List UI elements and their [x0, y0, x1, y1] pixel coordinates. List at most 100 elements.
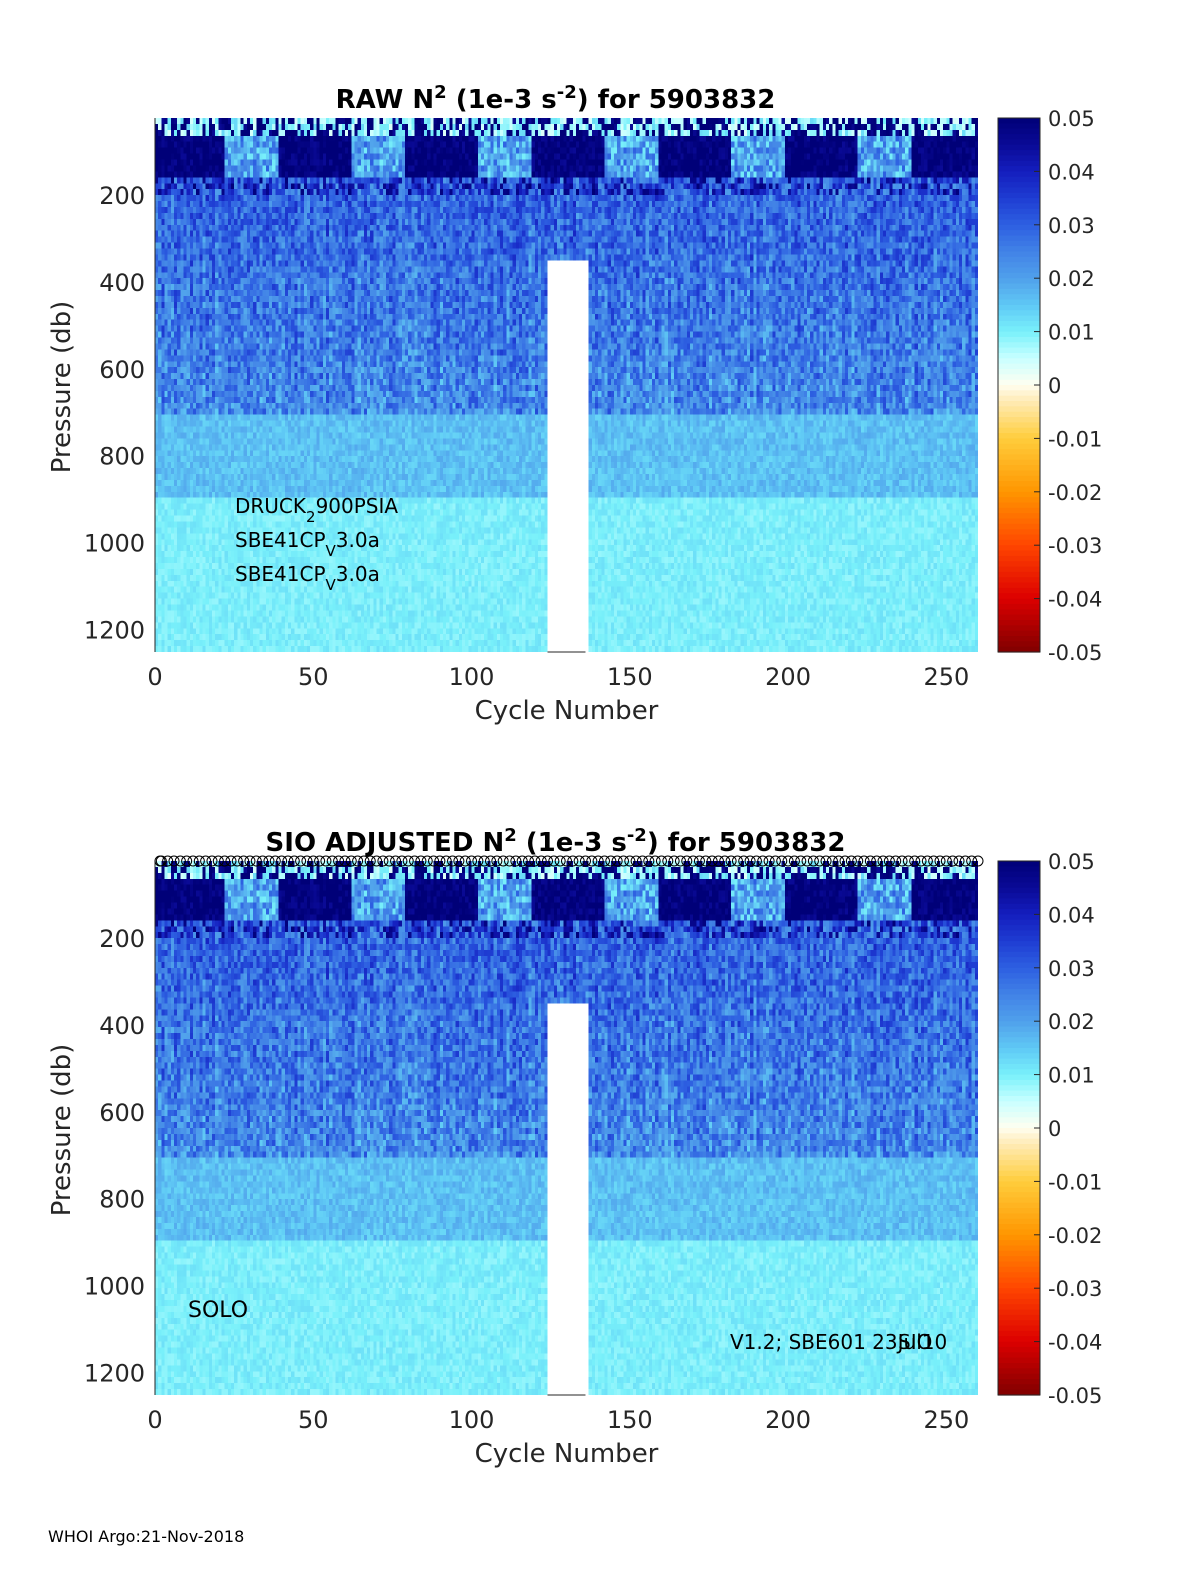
- colorbar-segment: [998, 614, 1040, 621]
- cycle-marker: [668, 855, 680, 867]
- y-tick-label: 400: [99, 1012, 145, 1040]
- colorbar-tick-label: -0.01: [1048, 1170, 1102, 1194]
- colorbar-segment: [998, 925, 1040, 932]
- cycle-marker: [719, 855, 731, 867]
- colorbar-segment: [998, 182, 1040, 189]
- colorbar-segment: [998, 230, 1040, 237]
- cycle-marker: [282, 855, 294, 867]
- cycle-marker: [250, 855, 262, 867]
- cycle-marker: [833, 855, 845, 867]
- colorbar-segment: [998, 278, 1040, 285]
- colorbar-segment: [998, 635, 1040, 642]
- cycle-marker: [497, 855, 509, 867]
- cycle-marker: [763, 855, 775, 867]
- colorbar-segment: [998, 272, 1040, 279]
- cycle-marker: [915, 855, 927, 867]
- x-tick-label: 50: [298, 663, 329, 691]
- cycle-marker: [440, 855, 452, 867]
- colorbar-segment: [998, 1063, 1040, 1070]
- colorbar-segment: [998, 1272, 1040, 1279]
- float-type-label: SOLO: [188, 1298, 248, 1323]
- colorbar-segment: [998, 1208, 1040, 1215]
- sensor-annotation: SBE41CPV3.0a: [235, 528, 380, 560]
- colorbar-tick-label: 0.01: [1048, 1064, 1095, 1088]
- colorbar-segment: [998, 1181, 1040, 1188]
- colorbar-tick-label: 0: [1048, 1117, 1061, 1141]
- colorbar-tick-label: -0.05: [1048, 1384, 1102, 1408]
- sensor-annotation: SBE41CPV3.0a: [235, 562, 380, 594]
- y-tick-label: 1200: [84, 616, 145, 644]
- colorbar-segment: [998, 1250, 1040, 1257]
- colorbar-tick-label: -0.04: [1048, 588, 1102, 612]
- colorbar-segment: [998, 118, 1040, 124]
- colorbar-segment: [998, 219, 1040, 226]
- cycle-marker: [605, 855, 617, 867]
- heatmap-image: [155, 861, 978, 1395]
- cycle-marker: [326, 855, 338, 867]
- colorbar-segment: [998, 417, 1040, 423]
- cycle-marker: [630, 855, 642, 867]
- colorbar-segment: [998, 1240, 1040, 1247]
- cycle-marker: [972, 855, 984, 867]
- colorbar-tick-label: 0: [1048, 374, 1061, 398]
- colorbar-segment: [998, 1170, 1040, 1177]
- x-tick-label: 150: [607, 1406, 653, 1434]
- colorbar-tick-label: 0.05: [1048, 850, 1095, 874]
- colorbar-segment: [998, 1368, 1040, 1375]
- cycle-marker: [940, 855, 952, 867]
- colorbar-segment: [998, 978, 1040, 985]
- x-tick-label: 50: [298, 1406, 329, 1434]
- colorbar-segment: [998, 187, 1040, 194]
- sensor-annotation: DRUCK2900PSIA: [235, 494, 398, 526]
- colorbar-segment: [998, 1111, 1040, 1118]
- colorbar-segment: [998, 310, 1040, 317]
- colorbar-segment: [998, 486, 1040, 493]
- colorbar-segment: [998, 1282, 1040, 1289]
- colorbar-segment: [998, 1069, 1040, 1076]
- colorbar-segment: [998, 1090, 1040, 1097]
- cycle-marker: [776, 855, 788, 867]
- colorbar-segment: [998, 919, 1040, 926]
- cycle-marker: [643, 855, 655, 867]
- colorbar-segment: [998, 1042, 1040, 1049]
- colorbar-segment: [998, 930, 1040, 937]
- colorbar: 0.05 0.04 0.03 0.02 0.01 0 -0.01 -0.02 -0.03 -0.0…: [997, 107, 1102, 665]
- chart-title: SIO ADJUSTED N2 (1e-3 s-2) for 5903832: [266, 825, 846, 859]
- colorbar-segment: [998, 449, 1040, 456]
- colorbar-segment: [998, 481, 1040, 488]
- colorbar-segment: [998, 1389, 1040, 1396]
- colorbar-segment: [998, 989, 1040, 996]
- cycle-marker: [725, 855, 737, 867]
- cycle-marker: [510, 855, 522, 867]
- colorbar-segment: [998, 438, 1040, 445]
- colorbar-segment: [998, 443, 1040, 450]
- colorbar-segment: [998, 619, 1040, 626]
- colorbar-tick-label: -0.05: [1048, 641, 1102, 665]
- colorbar-segment: [998, 320, 1040, 327]
- colorbar-segment: [998, 1378, 1040, 1385]
- colorbar-segment: [998, 593, 1040, 600]
- colorbar-segment: [998, 571, 1040, 578]
- colorbar-segment: [998, 395, 1040, 402]
- cycle-marker: [928, 855, 940, 867]
- colorbar-tick-label: 0.02: [1048, 267, 1095, 291]
- cycle-marker: [358, 855, 370, 867]
- cycle-marker: [820, 855, 832, 867]
- y-axis-label: Pressure (db): [47, 1044, 77, 1217]
- cycle-marker: [257, 855, 269, 867]
- colorbar-segment: [998, 208, 1040, 215]
- colorbar-segment: [998, 1117, 1040, 1124]
- cycle-marker: [187, 855, 199, 867]
- colorbar-segment: [998, 1149, 1040, 1156]
- colorbar-segment: [998, 1234, 1040, 1241]
- y-tick-label: 1000: [84, 529, 145, 557]
- cycle-marker: [535, 855, 547, 867]
- colorbar-segment: [998, 326, 1040, 333]
- cycle-marker: [579, 855, 591, 867]
- colorbar-segment: [998, 342, 1040, 349]
- cycle-marker: [814, 855, 826, 867]
- colorbar-segment: [998, 433, 1040, 439]
- colorbar-segment: [998, 609, 1040, 616]
- colorbar-segment: [998, 497, 1040, 504]
